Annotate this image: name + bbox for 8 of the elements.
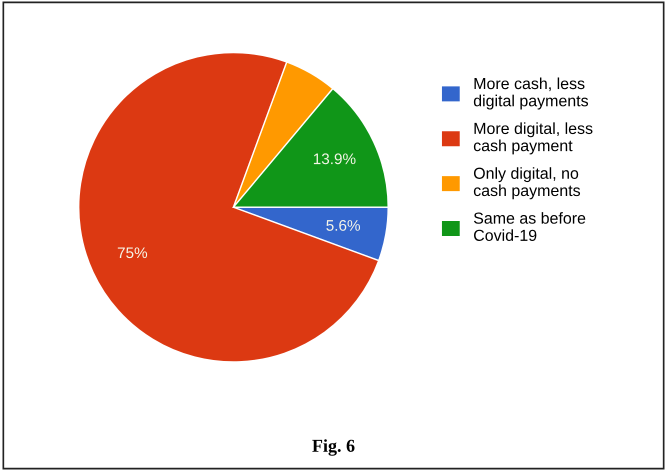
legend-label: Same as before Covid-19 xyxy=(474,212,586,242)
data-label: 75% xyxy=(118,247,148,258)
data-label: 13.9% xyxy=(314,153,356,164)
legend-label: Only digital, no cash payments xyxy=(474,167,580,200)
caption: Fig. 6 xyxy=(312,439,355,456)
legend-label: More cash, less digital payments xyxy=(474,77,588,110)
legend-label: More digital, less cash payment xyxy=(474,122,592,154)
data-label: 5.6% xyxy=(326,220,360,231)
